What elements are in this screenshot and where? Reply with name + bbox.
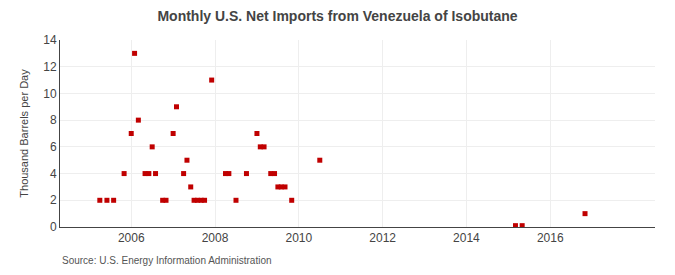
svg-text:6: 6 [50, 140, 57, 154]
svg-text:Source: U.S. Energy Informatio: Source: U.S. Energy Information Administ… [62, 255, 272, 266]
svg-text:2012: 2012 [369, 231, 396, 245]
svg-text:2010: 2010 [285, 231, 312, 245]
svg-text:12: 12 [43, 60, 57, 74]
svg-text:4: 4 [50, 167, 57, 181]
svg-text:10: 10 [43, 87, 57, 101]
svg-text:2: 2 [50, 193, 57, 207]
svg-text:2014: 2014 [453, 231, 480, 245]
svg-text:2008: 2008 [202, 231, 229, 245]
svg-text:0: 0 [50, 220, 57, 234]
svg-text:2006: 2006 [118, 231, 145, 245]
svg-text:Thousand Barrels per Day: Thousand Barrels per Day [18, 69, 30, 198]
svg-text:14: 14 [43, 33, 57, 47]
svg-text:2016: 2016 [537, 231, 564, 245]
svg-text:Monthly U.S. Net Imports from: Monthly U.S. Net Imports from Venezuela … [157, 8, 517, 24]
svg-text:8: 8 [50, 113, 57, 127]
